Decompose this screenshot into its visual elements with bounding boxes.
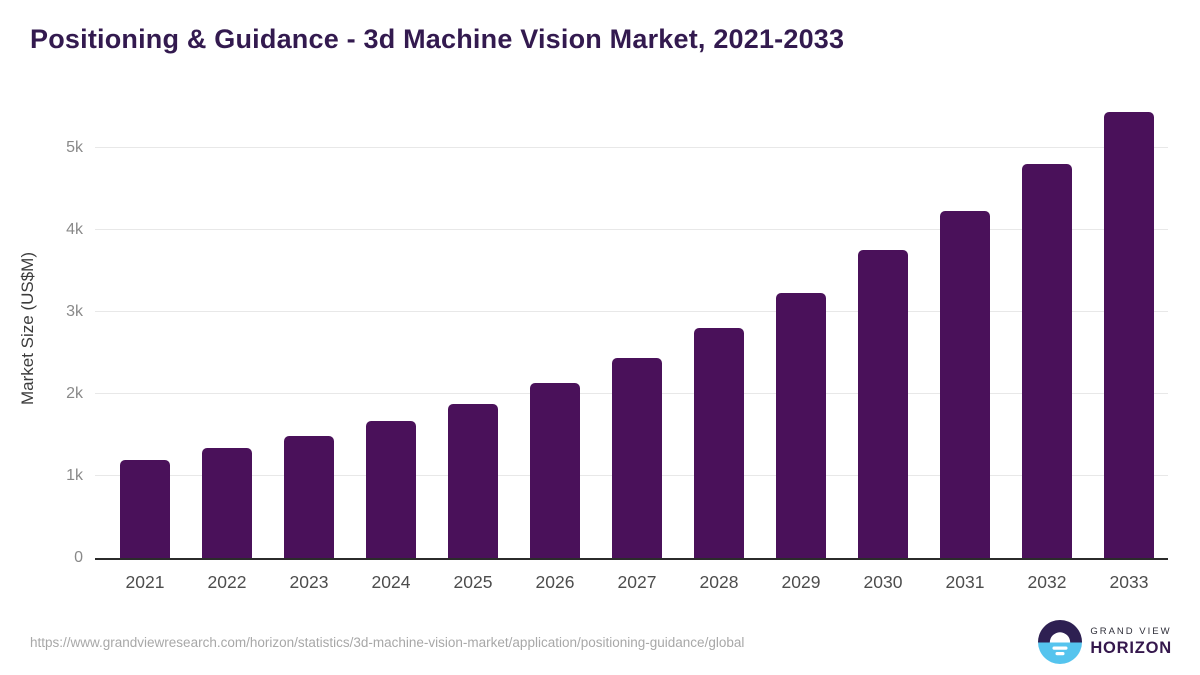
- brand-logo[interactable]: GRAND VIEW HORIZON: [1038, 620, 1172, 664]
- y-tick-label-5k: 5k: [66, 138, 83, 156]
- bar-2024[interactable]: [366, 421, 416, 558]
- bar-2028[interactable]: [694, 328, 744, 558]
- bar-2029[interactable]: [776, 292, 826, 558]
- y-axis-title: Market Size (US$M): [18, 252, 37, 406]
- x-tick-label-2031: 2031: [945, 572, 985, 592]
- y-tick-label-4k: 4k: [66, 220, 83, 238]
- y-tick-label-1k: 1k: [66, 466, 83, 484]
- y-tick-label-0: 0: [74, 549, 83, 566]
- x-tick-label-2030: 2030: [863, 572, 903, 592]
- brand-logo-text: GRAND VIEW HORIZON: [1090, 626, 1172, 658]
- x-tick-label-2027: 2027: [617, 572, 657, 592]
- bar-2025[interactable]: [448, 404, 498, 558]
- horizon-sunset-logo-icon: [1038, 620, 1083, 664]
- x-tick-label-2032: 2032: [1027, 572, 1067, 592]
- y-tick-label-3k: 3k: [66, 302, 83, 320]
- x-tick-label-2025: 2025: [453, 572, 493, 592]
- brand-name-top: GRAND VIEW: [1090, 626, 1172, 637]
- x-tick-label-2033: 2033: [1109, 572, 1149, 592]
- bar-2021[interactable]: [120, 459, 170, 558]
- plot-area: 0 1k 2k 3k 4k 5k 2021 2022 2023 2024 2025 2026 2027 2…: [66, 100, 1168, 592]
- footer: https://www.grandviewresearch.com/horizo…: [30, 617, 1172, 667]
- bar-2030[interactable]: [858, 250, 908, 558]
- bar-2022[interactable]: [202, 448, 252, 558]
- x-tick-label-2026: 2026: [535, 572, 575, 592]
- bar-2026[interactable]: [530, 383, 580, 558]
- x-tick-label-2024: 2024: [371, 572, 411, 592]
- x-tick-label-2028: 2028: [699, 572, 739, 592]
- bar-2032[interactable]: [1022, 164, 1072, 558]
- bar-2033[interactable]: [1104, 111, 1154, 558]
- bar-2031[interactable]: [940, 210, 990, 558]
- bar-2027[interactable]: [612, 358, 662, 558]
- x-tick-label-2022: 2022: [207, 572, 247, 592]
- gridline-5k: [95, 146, 1168, 148]
- brand-name-bottom: HORIZON: [1090, 639, 1172, 657]
- gridline-3k: [95, 310, 1168, 312]
- source-url-link[interactable]: https://www.grandviewresearch.com/horizo…: [30, 634, 745, 650]
- y-tick-label-2k: 2k: [66, 384, 83, 402]
- bar-2023[interactable]: [284, 436, 334, 558]
- x-tick-label-2029: 2029: [781, 572, 821, 592]
- gridline-4k: [95, 228, 1168, 230]
- x-tick-label-2023: 2023: [289, 572, 329, 592]
- page-title: Positioning & Guidance - 3d Machine Visi…: [30, 24, 845, 54]
- x-tick-label-2021: 2021: [125, 572, 165, 592]
